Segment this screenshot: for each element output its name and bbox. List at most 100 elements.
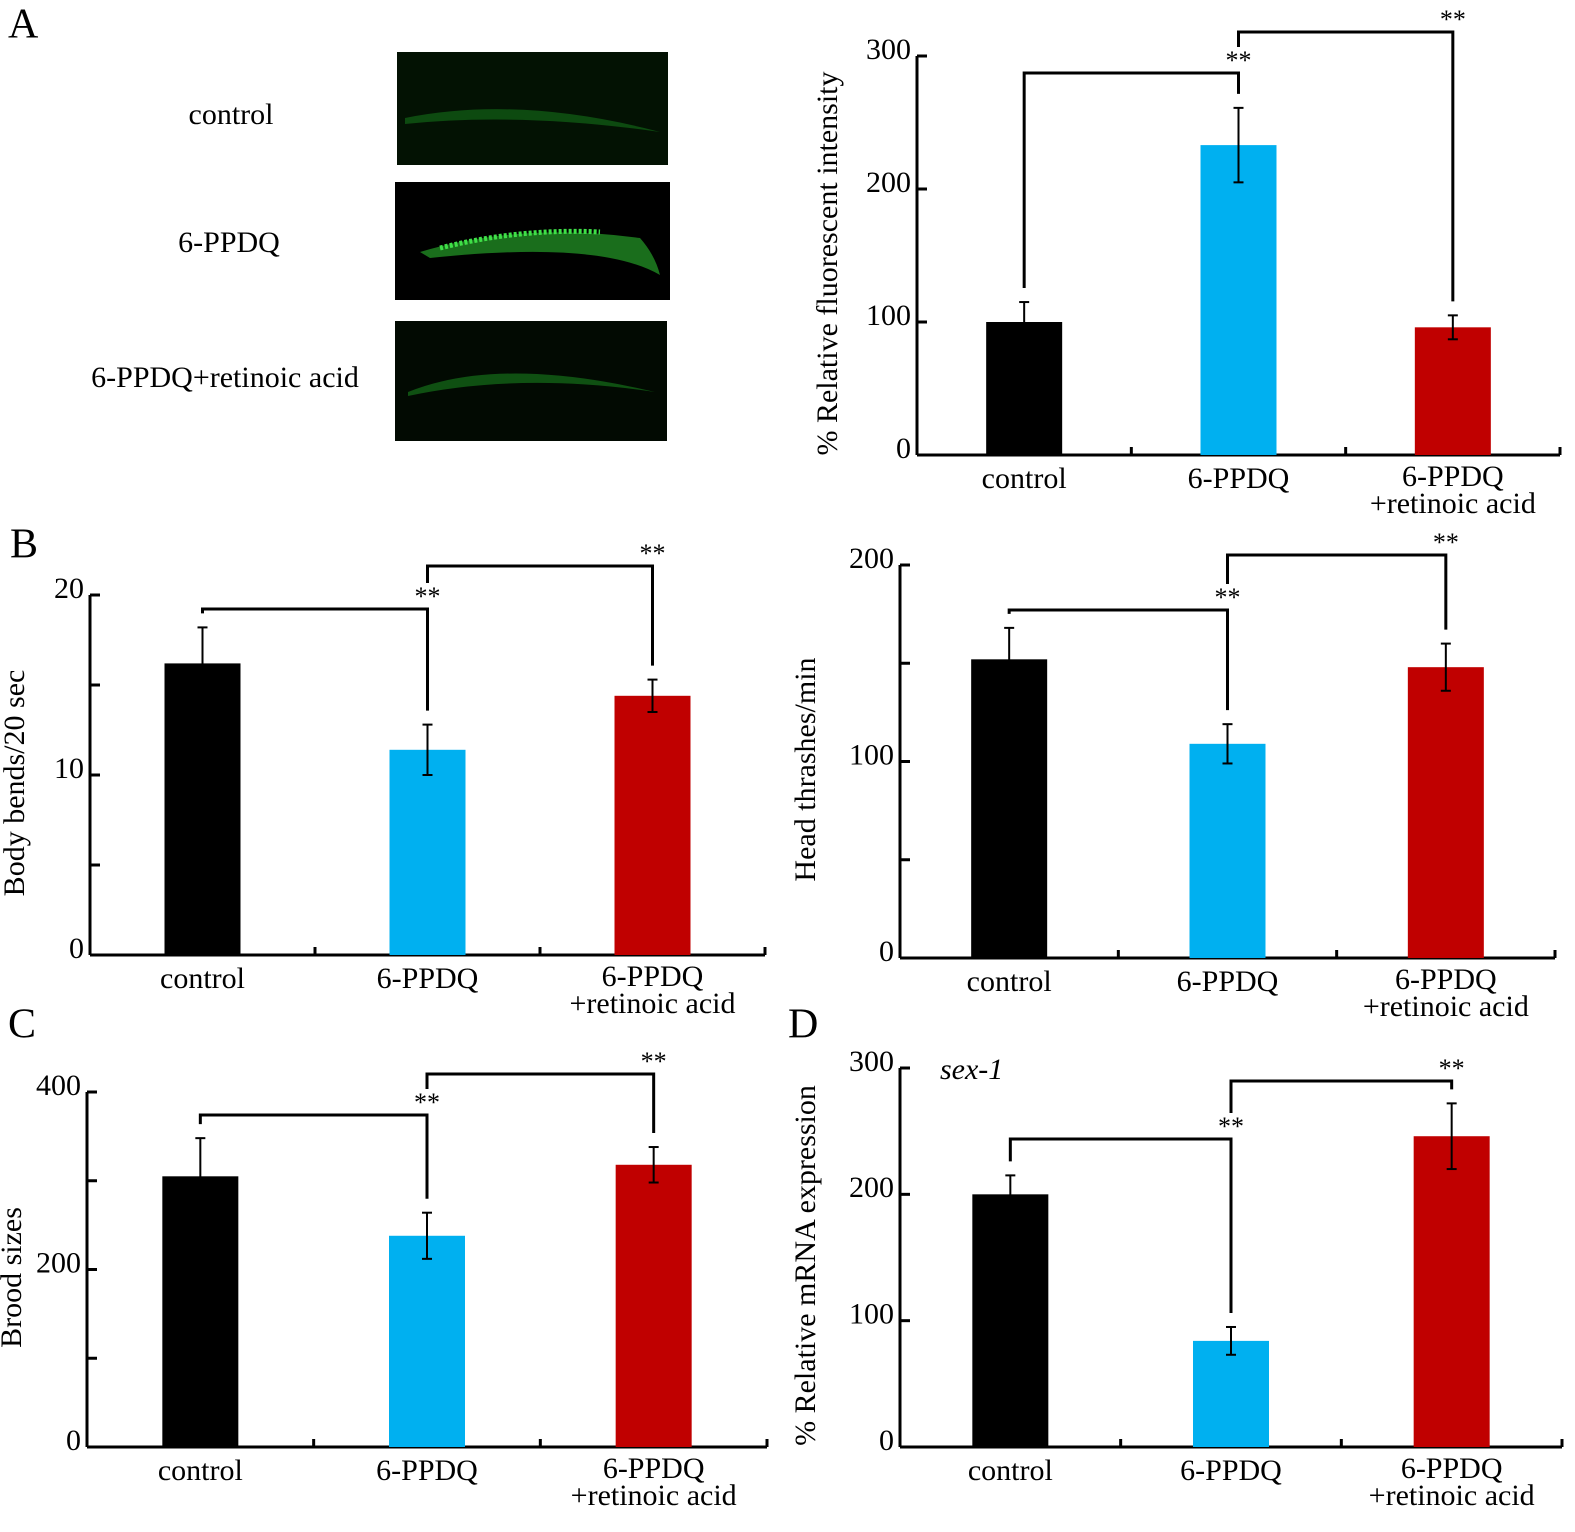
error-bar [1019,301,1030,343]
panel-label: B [10,522,38,568]
x-tick-label: 6-PPDQ [377,962,479,995]
x-tick-label: 6-PPDQ +retinoic acid [1363,963,1529,1023]
significance-bracket [426,564,654,666]
bar [1193,1340,1269,1447]
error-bar [1440,642,1451,692]
x-tick-label: control [982,462,1067,495]
bar [1414,327,1491,455]
significance-label: ** [1226,46,1252,75]
x-tick-label: 6-PPDQ [1180,1454,1282,1487]
significance-label: ** [1440,5,1466,34]
x-tick-label: control [160,962,245,995]
y-tick-label: 200 [849,1171,894,1204]
significance-bracket [198,1113,429,1199]
significance-bracket [1022,71,1240,289]
significance-bracket [1226,553,1448,630]
error-bar [1226,1325,1236,1356]
significance-bracket [425,1072,656,1134]
x-tick-label: 6-PPDQ [1177,965,1279,998]
y-tick-label: 200 [36,1246,81,1279]
error-bar [1004,626,1015,692]
panel-label: C [8,1002,36,1048]
y-tick-label: 0 [69,932,84,965]
significance-bracket [1008,1137,1233,1313]
bar [1200,145,1277,456]
error-bar [648,1146,659,1184]
y-tick-label: 100 [866,299,911,332]
y-axis-title: % Relative mRNA expression [789,1085,822,1446]
y-axis-title: Head thrashes/min [789,657,822,881]
significance-bracket [201,607,429,711]
y-tick-label: 20 [54,572,84,605]
error-bar [1233,106,1244,184]
y-tick-label: 100 [849,738,894,771]
bar [389,749,466,955]
error-bar [195,1137,206,1216]
y-tick-label: 0 [879,1424,894,1457]
significance-bracket [1237,30,1455,302]
y-tick-label: 0 [66,1424,81,1457]
error-bar [1005,1174,1016,1215]
worm [420,232,660,275]
y-tick-label: 100 [849,1298,894,1331]
error-bar [422,723,433,776]
error-bar [1446,1102,1457,1171]
x-tick-label: 6-PPDQ [376,1454,478,1487]
significance-label: ** [414,1088,440,1117]
bar [1189,743,1266,958]
bar [971,659,1048,958]
error-bar [1222,723,1233,765]
panel-label: A [8,2,39,48]
bar [972,1194,1049,1447]
error-bar [197,626,208,701]
subtitle: sex-1 [940,1053,1003,1086]
x-tick-label: control [967,965,1052,998]
y-tick-label: 10 [54,752,84,785]
x-tick-label: control [158,1454,243,1487]
x-tick-label: 6-PPDQ +retinoic acid [571,1452,737,1512]
y-tick-label: 300 [849,1045,894,1078]
y-tick-label: 400 [36,1069,81,1102]
bar [164,663,241,955]
x-tick-label: 6-PPDQ +retinoic acid [1370,460,1536,520]
x-tick-label: 6-PPDQ +retinoic acid [569,960,735,1020]
y-tick-label: 300 [866,33,911,66]
y-axis-title: Brood sizes [0,1207,28,1348]
significance-label: ** [1215,583,1241,612]
y-tick-label: 0 [879,935,894,968]
y-tick-label: 200 [866,166,911,199]
y-tick-label: 0 [896,432,911,465]
significance-label: ** [1433,528,1459,557]
x-tick-label: 6-PPDQ [1188,462,1290,495]
bar [614,695,691,955]
x-tick-label: 6-PPDQ +retinoic acid [1369,1452,1535,1512]
micrograph [397,52,668,165]
bar [389,1235,465,1447]
y-tick-label: 200 [849,542,894,575]
bar [162,1176,239,1447]
micrographs [395,52,670,441]
bar [615,1164,692,1447]
image-label: 6-PPDQ+retinoic acid [91,361,359,394]
significance-label: ** [641,1047,667,1076]
worm [405,109,660,132]
significance-bracket [1007,608,1229,711]
error-bar [1447,314,1458,341]
significance-label: ** [640,539,666,568]
worm [408,373,655,396]
bar [1413,1136,1490,1447]
image-label: control [189,98,274,131]
significance-bracket [1229,1079,1454,1113]
significance-label: ** [1439,1054,1465,1083]
bar [986,322,1063,455]
y-axis-title: Body bends/20 sec [0,670,31,897]
significance-label: ** [415,582,441,611]
worm-signal [439,228,601,251]
error-bar [422,1211,432,1260]
panel-label: D [788,1002,818,1048]
bar [1407,667,1484,958]
error-bar [647,678,658,713]
image-label: 6-PPDQ [178,226,280,259]
x-tick-label: control [968,1454,1053,1487]
